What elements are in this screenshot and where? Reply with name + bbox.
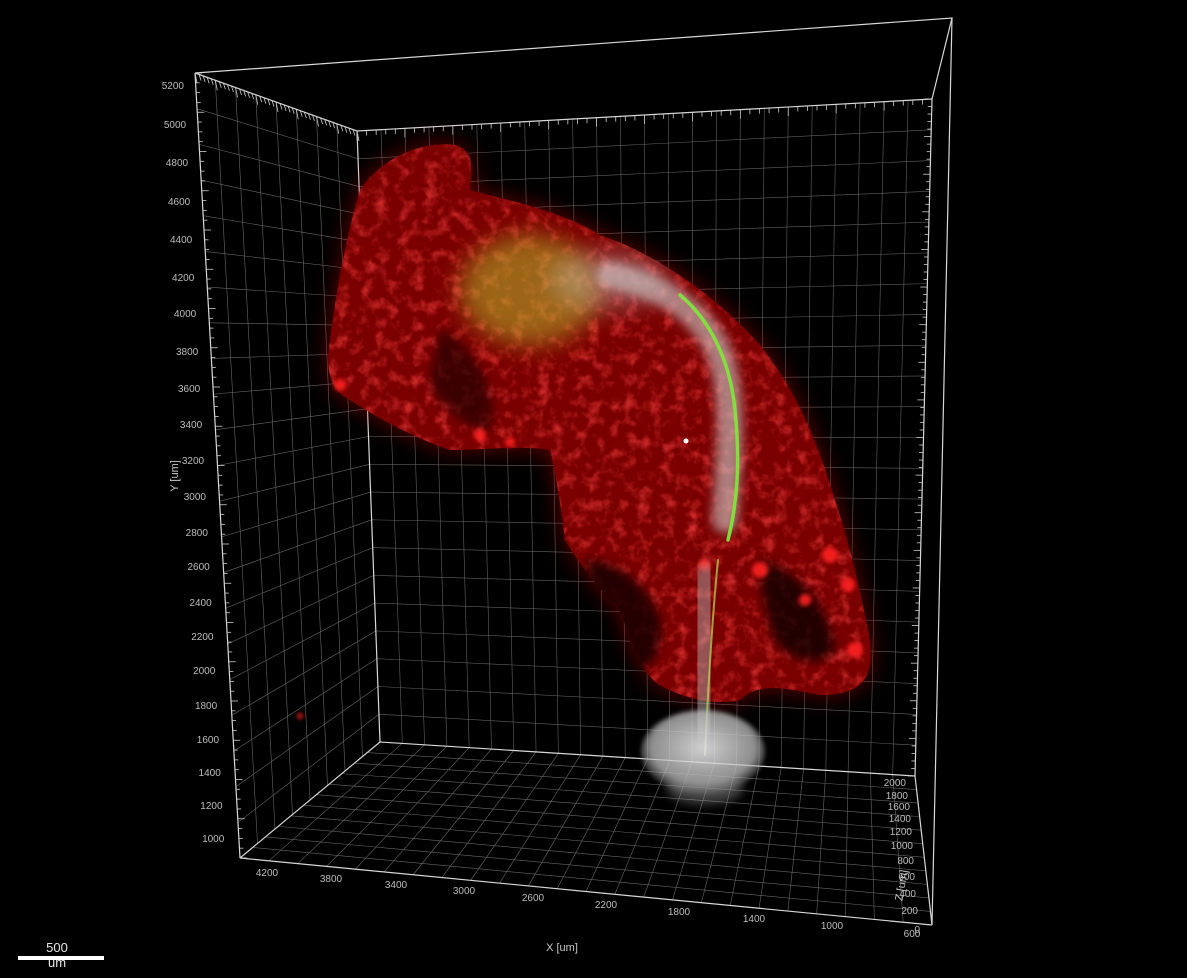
y-tick-label: 4400 xyxy=(170,235,193,246)
z-tick-label: 800 xyxy=(897,856,914,867)
scale-bar-label: 500 um xyxy=(46,940,68,970)
x-tick-label: 1400 xyxy=(743,914,766,925)
z-tick-label: 2000 xyxy=(884,778,907,789)
tick-marks xyxy=(194,72,933,859)
x-tick-label: 600 xyxy=(904,929,921,940)
x-axis-tick-labels: 4200 3800 3400 3000 2600 2200 1800 1400 1000 600 xyxy=(256,868,921,940)
z-tick-label: 1200 xyxy=(890,827,913,838)
y-tick-label: 4600 xyxy=(168,197,191,208)
x-tick-label: 3400 xyxy=(385,880,408,891)
y-tick-label: 4200 xyxy=(172,273,195,284)
z-tick-label: 1000 xyxy=(891,841,914,852)
y-tick-label: 3400 xyxy=(180,420,203,431)
grid-floor xyxy=(252,743,931,923)
y-tick-label: 2400 xyxy=(189,598,212,609)
y-tick-label: 4000 xyxy=(174,309,197,320)
y-tick-label: 4800 xyxy=(166,158,189,169)
y-tick-label: 2600 xyxy=(188,562,211,573)
y-tick-label: 3200 xyxy=(182,456,205,467)
grid-left-wall xyxy=(196,80,380,844)
z-tick-label: 1400 xyxy=(889,814,912,825)
y-tick-label: 5000 xyxy=(164,120,187,131)
y-tick-label: 2000 xyxy=(193,666,216,677)
z-tick-label: 400 xyxy=(899,889,916,900)
z-tick-label: 0 xyxy=(914,925,920,936)
x-tick-label: 4200 xyxy=(256,868,279,879)
z-tick-label: 600 xyxy=(898,872,915,883)
y-tick-label: 3800 xyxy=(176,347,199,358)
y-tick-label: 1000 xyxy=(202,834,225,845)
x-axis-title: X [um] xyxy=(546,942,578,954)
x-tick-label: 2600 xyxy=(522,893,545,904)
bounding-box xyxy=(194,17,953,926)
x-tick-label: 3800 xyxy=(320,874,343,885)
y-tick-label: 2800 xyxy=(186,528,209,539)
y-tick-label: 1400 xyxy=(199,768,222,779)
y-axis-tick-labels: 5200 5000 4800 4600 4400 4200 4000 3800 3600 3400… xyxy=(162,81,225,845)
x-tick-label: 3000 xyxy=(453,886,476,897)
scale-bar-line xyxy=(18,956,104,960)
y-tick-label: 1600 xyxy=(197,735,220,746)
specimen-volume xyxy=(297,144,871,804)
z-tick-label: 1800 xyxy=(886,791,909,802)
z-tick-label: 200 xyxy=(901,906,918,917)
x-tick-label: 1800 xyxy=(668,907,691,918)
scale-bar: 500 um xyxy=(18,940,104,970)
y-tick-label: 3000 xyxy=(184,492,207,503)
y-tick-label: 2200 xyxy=(191,632,214,643)
x-tick-label: 1000 xyxy=(821,921,844,932)
z-axis-title: Z [um] xyxy=(893,869,910,902)
y-axis-title: Y [um] xyxy=(169,460,181,492)
x-tick-label: 2200 xyxy=(595,900,618,911)
y-tick-label: 1800 xyxy=(195,701,218,712)
y-tick-label: 3600 xyxy=(178,384,201,395)
y-tick-label: 5200 xyxy=(162,81,185,92)
y-tick-label: 1200 xyxy=(200,801,223,812)
z-tick-label: 1600 xyxy=(888,802,911,813)
